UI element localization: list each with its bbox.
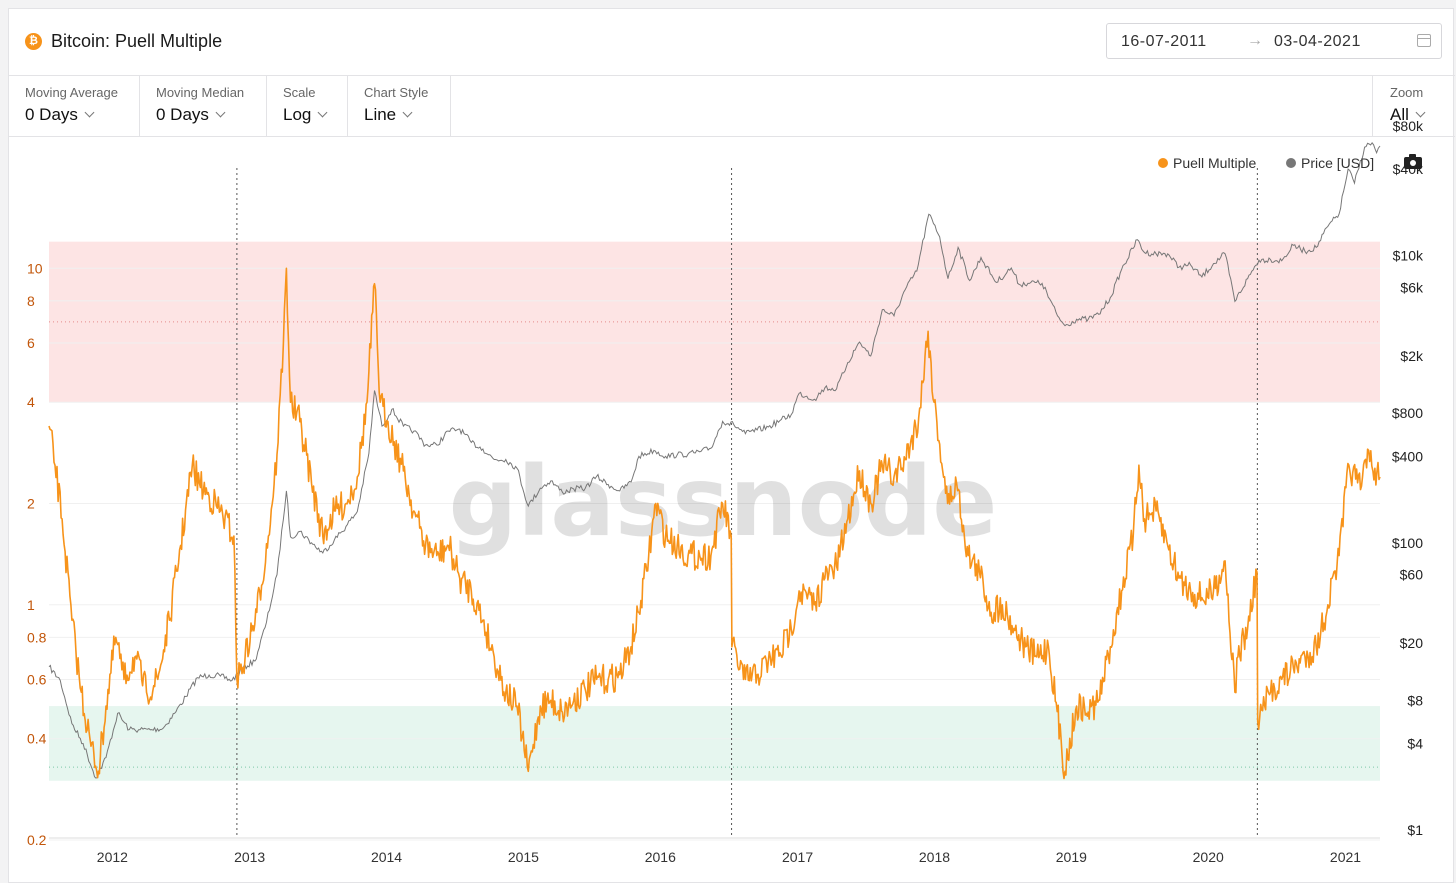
y-left-tick-label: 10	[27, 260, 43, 276]
x-tick-label: 2016	[645, 849, 676, 865]
x-tick-label: 2020	[1193, 849, 1224, 865]
y-left-tick-label: 1	[27, 597, 35, 613]
puell-series-line	[48, 267, 1381, 780]
y-left-tick-label: 0.4	[27, 731, 47, 747]
y-right-tick-label: $8	[1407, 692, 1423, 708]
calendar-icon[interactable]	[1417, 34, 1431, 47]
watermark: glassnode	[449, 446, 998, 558]
camera-icon-lens	[1410, 160, 1416, 166]
moving-median-label: Moving Median	[156, 85, 245, 100]
legend-price-marker	[1286, 158, 1296, 168]
y-left-tick-label: 6	[27, 335, 35, 351]
y-left-tick-label: 4	[27, 394, 35, 410]
y-left-tick-label: 2	[27, 496, 35, 512]
date-arrow-icon: →	[1247, 32, 1263, 49]
y-right-tick-label: $60	[1400, 567, 1424, 583]
zoom-value[interactable]: All	[1390, 105, 1426, 125]
scale-select[interactable]: Scale Log	[267, 75, 348, 136]
page-title: Bitcoin: Puell Multiple	[51, 31, 223, 51]
moving-average-select[interactable]: Moving Average 0 Days	[9, 75, 140, 136]
date-range-picker[interactable]: 16-07-2011 → 03-04-2021	[1106, 23, 1442, 59]
y-right-tick-label: $1	[1407, 822, 1423, 838]
legend-price-label: Price [USD]	[1301, 155, 1374, 171]
x-tick-label: 2017	[782, 849, 813, 865]
y-left-tick-label: 8	[27, 293, 35, 309]
camera-icon-top	[1409, 154, 1416, 158]
bitcoin-icon: ₿	[25, 33, 42, 50]
y-right-tick-label: $10k	[1393, 248, 1424, 264]
zoom-label: Zoom	[1390, 85, 1424, 100]
date-end-input[interactable]: 03-04-2021	[1274, 33, 1361, 50]
y-right-tick-label: $4	[1407, 736, 1423, 752]
zoom-select[interactable]: Zoom All	[1372, 75, 1455, 136]
y-right-tick-label: $6k	[1400, 279, 1424, 295]
y-right-tick-label: $20	[1400, 635, 1424, 651]
chart-header: ₿ Bitcoin: Puell Multiple 16-07-2011 → 0…	[9, 9, 1455, 76]
x-tick-label: 2015	[508, 849, 539, 865]
x-tick-label: 2019	[1056, 849, 1087, 865]
scale-label: Scale	[283, 85, 316, 100]
legend-puell-label: Puell Multiple	[1173, 155, 1256, 171]
x-tick-label: 2021	[1330, 849, 1361, 865]
chart-toolbar: Moving Average 0 Days Moving Median 0 Da…	[9, 75, 1455, 137]
scale-value[interactable]: Log	[283, 105, 328, 125]
chart-style-value[interactable]: Line	[364, 105, 413, 125]
y-right-tick-label: $400	[1392, 448, 1423, 464]
x-tick-label: 2012	[97, 849, 128, 865]
date-start-input[interactable]: 16-07-2011	[1121, 33, 1207, 50]
band-low	[49, 706, 1380, 781]
y-right-tick-label: $800	[1392, 405, 1423, 421]
y-left-tick-label: 0.8	[27, 629, 47, 645]
legend-puell-marker	[1158, 158, 1168, 168]
y-left-tick-label: 0.6	[27, 671, 47, 687]
y-right-tick-label: $80k	[1393, 118, 1424, 134]
x-tick-label: 2018	[919, 849, 950, 865]
y-right-tick-label: $100	[1392, 535, 1423, 551]
price-series-line	[48, 141, 1381, 779]
moving-average-label: Moving Average	[25, 85, 118, 100]
y-right-tick-label: $2k	[1400, 348, 1424, 364]
chart-style-label: Chart Style	[364, 85, 429, 100]
x-tick-label: 2013	[234, 849, 265, 865]
chart-style-select[interactable]: Chart Style Line	[348, 75, 451, 136]
y-left-tick-label: 0.2	[27, 832, 47, 848]
x-tick-label: 2014	[371, 849, 402, 865]
moving-average-value[interactable]: 0 Days	[25, 105, 95, 125]
moving-median-value[interactable]: 0 Days	[156, 105, 226, 125]
moving-median-select[interactable]: Moving Median 0 Days	[140, 75, 267, 136]
